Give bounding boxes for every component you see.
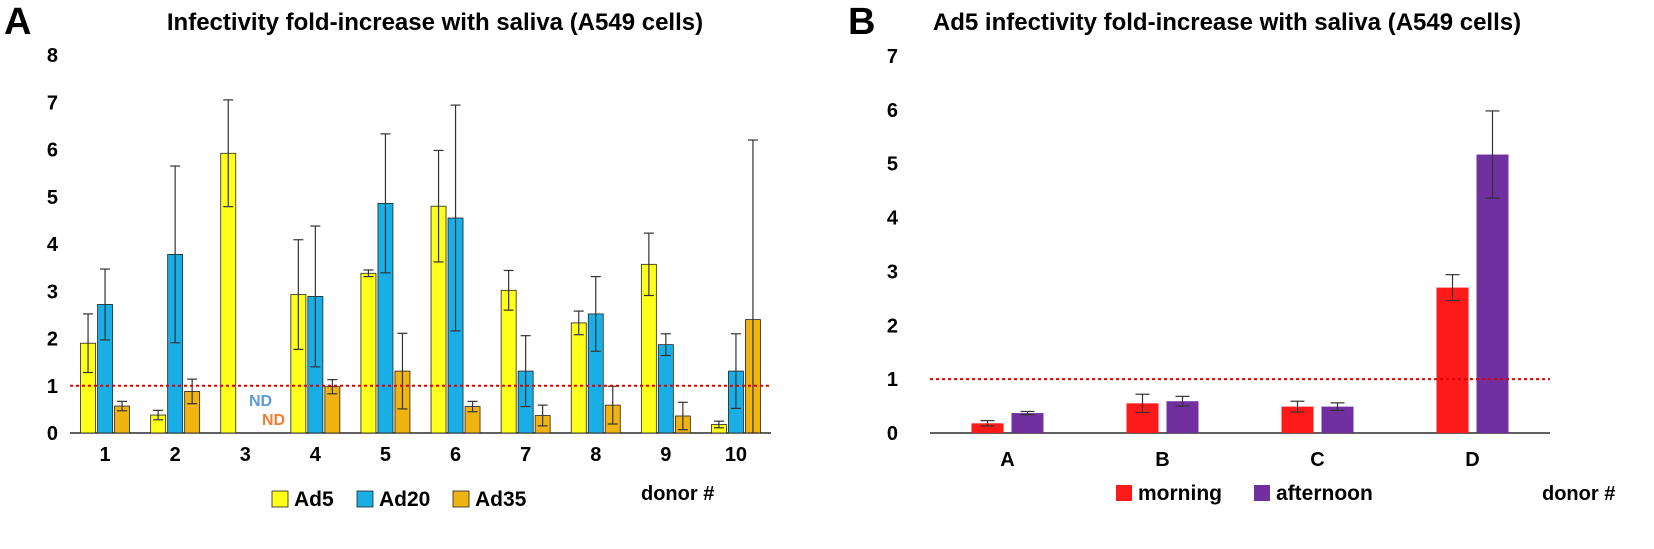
- panel-a-errorbar-ad35: [397, 332, 408, 410]
- panel-a-errorbar-ad5: [153, 409, 164, 421]
- panel-a-category-label: 1: [99, 444, 110, 466]
- panel-a-errorbar-ad20: [590, 276, 601, 352]
- panel-b-ytick-label: 7: [887, 46, 898, 68]
- panel-b-errorbar-afternoon: [1330, 402, 1345, 411]
- panel-a-category-label: 6: [450, 444, 461, 466]
- panel-a-errorbar-ad20: [520, 335, 531, 408]
- panel-a-bar-ad5: [360, 272, 377, 434]
- panel-b-category-label: C: [1310, 449, 1324, 471]
- panel-b-legend-swatch-morning: [1116, 485, 1132, 501]
- panel-a-category-label: 7: [520, 444, 531, 466]
- panel-a-category-label: 2: [170, 444, 181, 466]
- panel-b-bar-morning: [971, 423, 1004, 433]
- panel-b-errorbar-afternoon: [1020, 410, 1035, 416]
- panel-b-errorbar-afternoon: [1485, 110, 1500, 199]
- panel-a-errorbar-ad35: [187, 378, 198, 405]
- panel-b-ytick-label: 4: [887, 208, 899, 230]
- panel-a-ytick-label: 7: [47, 92, 58, 114]
- panel-a-category-label: 9: [660, 444, 671, 466]
- panel-a-legend-label-ad5: Ad5: [294, 488, 334, 511]
- panel-a-errorbar-ad5: [573, 310, 584, 336]
- panel-a-errorbar-ad20: [170, 165, 181, 344]
- panel-a-errorbar-ad35: [327, 379, 338, 395]
- panel-b-errorbar-afternoon: [1175, 395, 1190, 407]
- panel-a-ytick-label: 1: [47, 376, 58, 398]
- panel-b-errorbar-morning: [980, 420, 995, 427]
- panel-a-category-label: 4: [310, 444, 322, 466]
- panel-a-category-label: 5: [380, 444, 391, 466]
- panel-b-letter: B: [848, 1, 875, 43]
- panel-b-ytick-label: 2: [887, 315, 898, 337]
- panel-a-errorbar-ad35: [117, 400, 128, 412]
- panel-a-errorbar-ad5: [293, 239, 304, 350]
- panel-b-title: Ad5 infectivity fold-increase with saliv…: [933, 9, 1521, 36]
- panel-a-errorbar-ad35: [677, 401, 688, 431]
- panel-a-legend-swatch-ad20: [356, 490, 374, 508]
- panel-a-legend-label-ad35: Ad35: [475, 488, 527, 511]
- panel-a-bar-ad20: [657, 344, 674, 434]
- panel-a-legend-label-ad20: Ad20: [379, 488, 430, 511]
- panel-b-bar-afternoon: [1476, 154, 1509, 433]
- panel-b-legend-label-morning: morning: [1138, 482, 1222, 505]
- panel-a-bar-ad5: [570, 322, 587, 434]
- panel-a-errorbar-ad20: [730, 333, 741, 410]
- panel-b-category-label: A: [1000, 449, 1014, 471]
- panel-b-ytick-label: 1: [887, 369, 898, 391]
- panel-b-ytick-label: 0: [887, 423, 898, 445]
- panel-a-legend-swatch-ad35: [452, 490, 470, 508]
- panel-b-bar-afternoon: [1011, 413, 1044, 433]
- panel-a-category-label: 3: [240, 444, 251, 466]
- panel-b-bar-afternoon: [1321, 406, 1354, 433]
- panel-b-legend-label-afternoon: afternoon: [1276, 482, 1373, 505]
- panel-a-errorbar-ad20: [310, 225, 321, 368]
- panel-b-ytick-label: 3: [887, 261, 898, 283]
- panel-a-category-label: 8: [590, 444, 601, 466]
- panel-a-ytick-label: 3: [47, 281, 58, 303]
- panel-a-category-label: 10: [725, 444, 747, 466]
- panel-a-errorbar-ad20: [660, 333, 671, 357]
- panel-a-letter: A: [4, 1, 31, 43]
- panel-a-errorbar-ad5: [433, 149, 444, 263]
- panel-a-errorbar-ad20: [100, 268, 111, 341]
- panel-a-errorbar-ad5: [643, 232, 654, 297]
- nd-ad20-marker: ND: [249, 393, 272, 410]
- panel-a-errorbar-ad20: [380, 133, 391, 274]
- panel-b-legend-swatch-afternoon: [1254, 485, 1270, 501]
- panel-b-ytick-label: 6: [887, 100, 898, 122]
- panel-a-ytick-label: 6: [47, 140, 58, 162]
- panel-a-ytick-label: 8: [47, 45, 58, 67]
- panel-a-errorbar-ad5: [223, 99, 234, 208]
- panel-a-ytick-label: 4: [47, 234, 59, 256]
- nd-ad20-label: ND: [249, 393, 272, 410]
- panel-a-title: Infectivity fold-increase with saliva (A…: [167, 9, 703, 36]
- nd-ad35-label: ND: [262, 412, 285, 429]
- panel-a-errorbar-ad5: [503, 269, 514, 311]
- panel-a-errorbar-ad35: [467, 400, 478, 413]
- panel-a-errorbar-ad35: [537, 404, 548, 427]
- panel-a-bar-ad5: [500, 289, 517, 434]
- panel-b-category-label: B: [1155, 449, 1169, 471]
- panel-b-errorbar-morning: [1290, 400, 1305, 413]
- panel-b-errorbar-morning: [1135, 393, 1150, 414]
- panel-a-errorbar-ad5: [713, 420, 724, 429]
- panel-b-ytick-label: 5: [887, 154, 898, 176]
- panel-b-errorbar-morning: [1445, 274, 1460, 302]
- panel-a-xlabel: donor #: [641, 483, 714, 505]
- panel-a-errorbar-ad5: [83, 313, 94, 374]
- panel-a-errorbar-ad20: [450, 104, 461, 332]
- panel-a-errorbar-ad5: [363, 269, 374, 278]
- panel-a-ytick-label: 0: [47, 423, 58, 445]
- panel-b-xlabel: donor #: [1542, 483, 1615, 505]
- panel-b-bar-morning: [1436, 287, 1469, 433]
- panel-a-ytick-label: 5: [47, 187, 58, 209]
- panel-a-ytick-label: 2: [47, 329, 58, 351]
- panel-b-category-label: D: [1465, 449, 1479, 471]
- nd-ad35-marker: ND: [262, 412, 285, 429]
- panel-a-legend-swatch-ad5: [271, 490, 289, 508]
- panel-a-errorbar-ad35: [747, 139, 758, 434]
